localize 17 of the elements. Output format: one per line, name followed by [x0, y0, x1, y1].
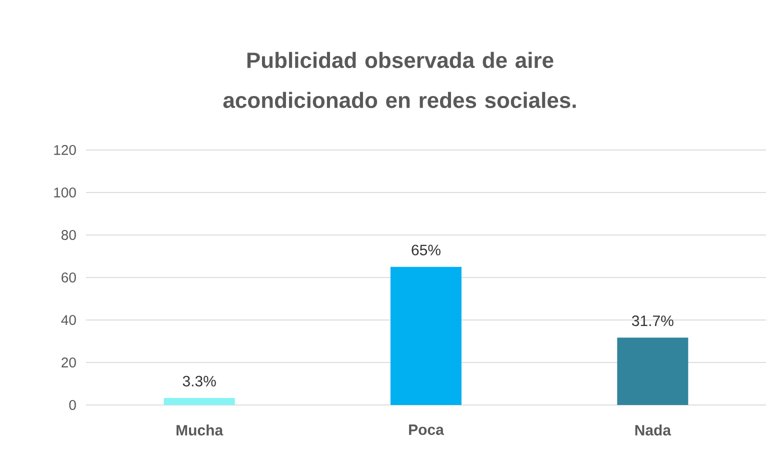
y-tick-label: 20: [62, 358, 76, 368]
bar: [390, 266, 462, 405]
y-tick-label: 120: [54, 145, 76, 155]
data-label: 31.7%: [632, 316, 674, 326]
x-tick-label: Poca: [409, 424, 444, 435]
y-tick-label: 60: [62, 272, 76, 282]
chart-title: Publicidad observada de aire acondicionado en redes sociales.: [223, 52, 576, 108]
y-tick-label: 80: [62, 230, 76, 240]
x-tick-label: Mucha: [176, 424, 224, 436]
x-tick-label: Nada: [635, 424, 672, 436]
y-tick-label: 100: [54, 188, 76, 198]
bar: [617, 338, 688, 405]
data-label: 3.3%: [182, 376, 216, 386]
bar: [164, 398, 235, 405]
y-tick-label: 40: [61, 315, 76, 325]
data-label: 65%: [412, 244, 440, 256]
y-tick-label: 0: [69, 400, 76, 410]
